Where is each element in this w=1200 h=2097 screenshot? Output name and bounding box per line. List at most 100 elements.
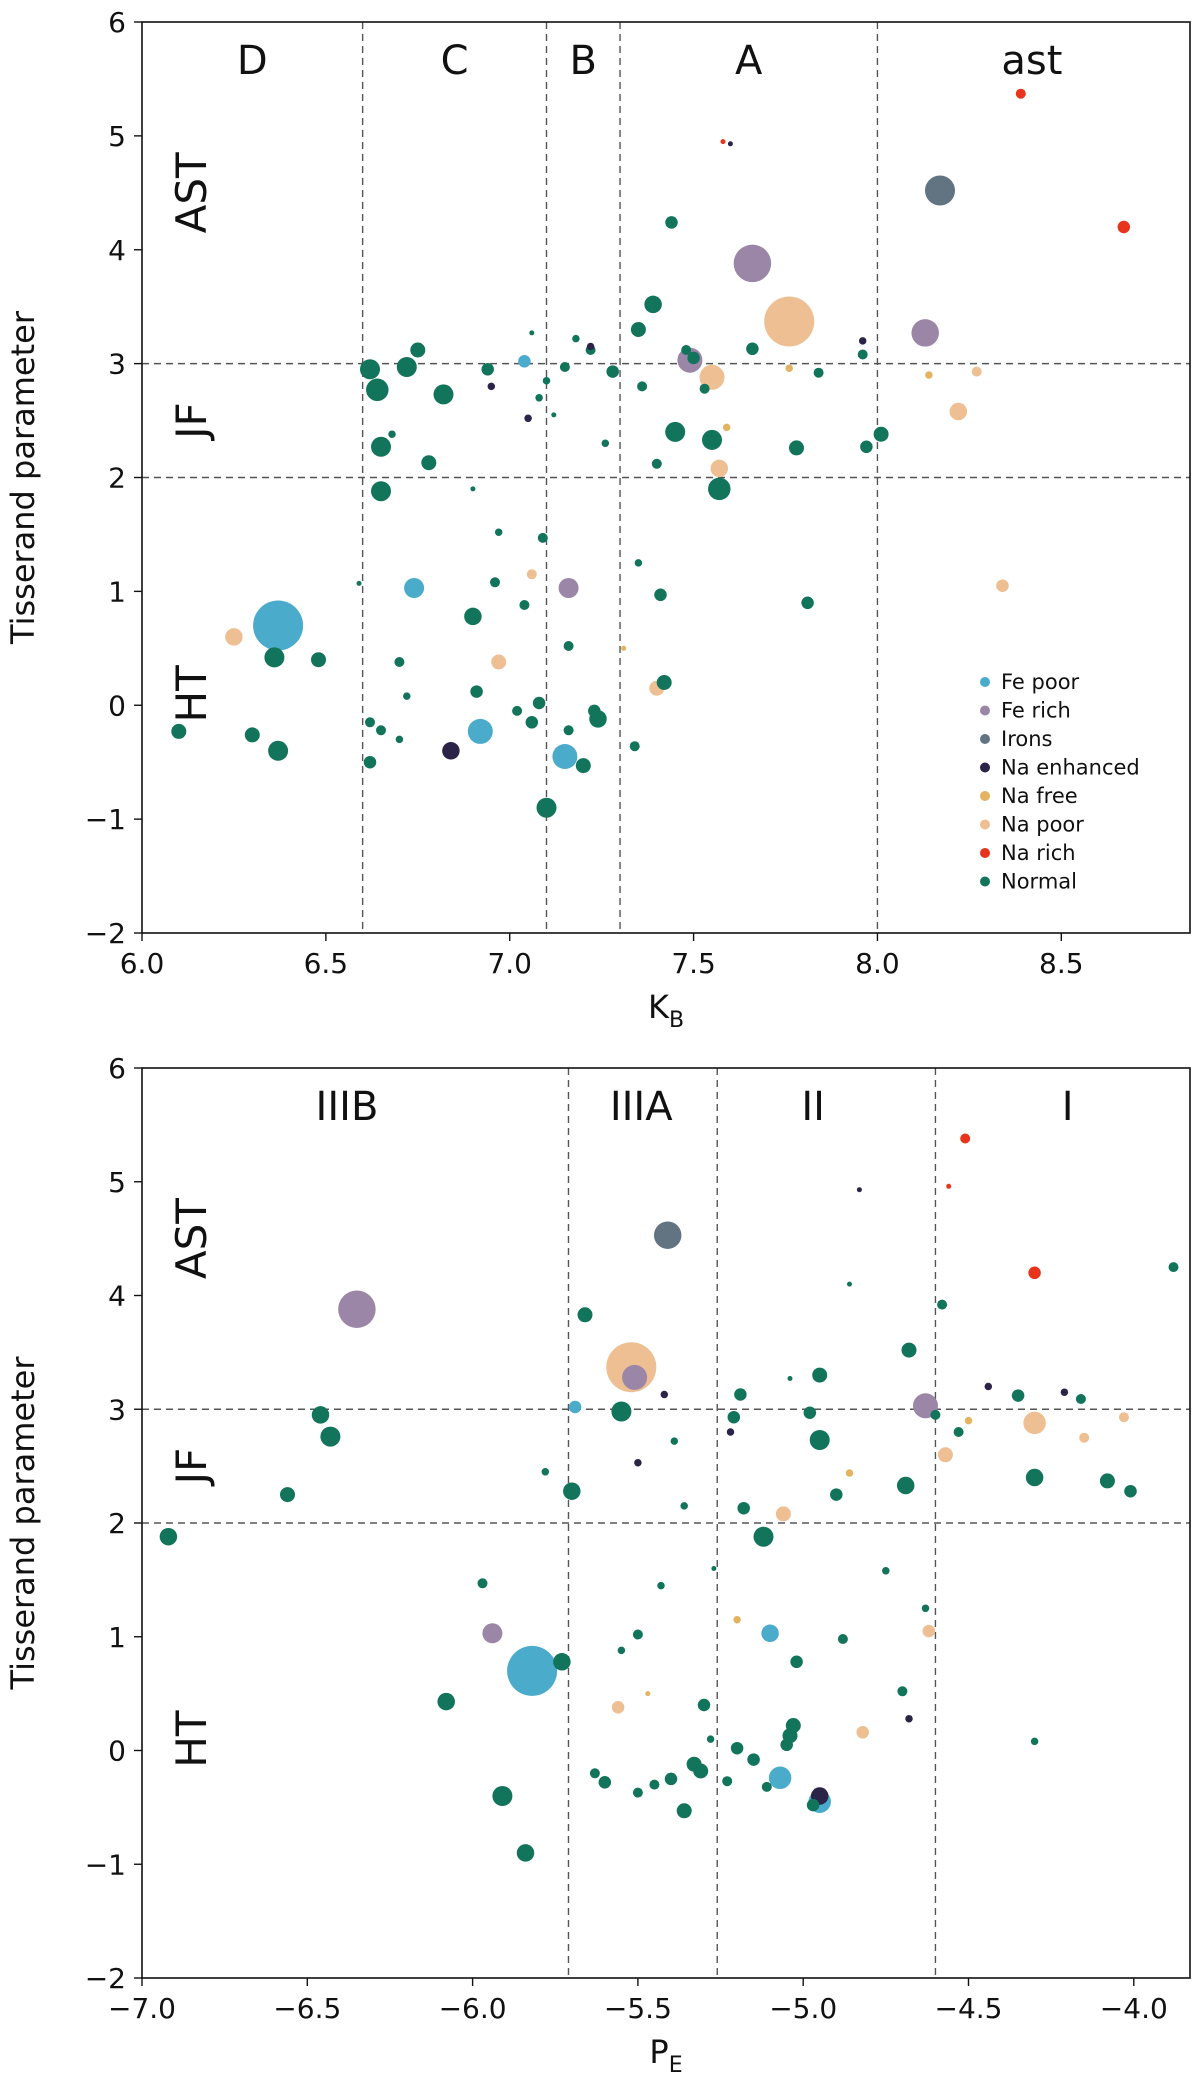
data-point-fe-poor	[768, 1766, 792, 1790]
legend-marker	[980, 677, 990, 687]
data-point-na-poor	[491, 654, 507, 670]
data-point-fe-poor	[552, 744, 578, 769]
y-tick-label: 2	[108, 1507, 126, 1540]
data-point-normal	[681, 345, 692, 355]
data-point-normal	[360, 359, 380, 380]
band-label: HT	[167, 665, 216, 723]
x-tick-label: 6.5	[304, 947, 349, 980]
y-tick-label: 0	[108, 689, 126, 722]
y-tick-label: 4	[108, 234, 126, 267]
data-point-normal	[665, 216, 678, 229]
data-point-na-free	[621, 645, 627, 651]
data-point-na-free	[733, 1615, 741, 1624]
data-point-normal	[847, 1281, 852, 1287]
data-point-normal	[366, 378, 389, 402]
data-point-normal	[376, 725, 386, 736]
data-point-normal	[470, 685, 483, 698]
y-tick-label: −2	[85, 917, 126, 950]
data-point-normal	[761, 1781, 772, 1792]
data-point-na-free	[722, 423, 731, 432]
data-point-irons	[925, 175, 955, 206]
y-tick-label: 3	[108, 348, 126, 381]
data-point-normal	[727, 1410, 741, 1424]
data-point-fe-poor	[568, 1400, 582, 1414]
legend-marker	[980, 819, 990, 830]
legend-marker	[980, 705, 990, 716]
data-point-fe-poor	[467, 718, 493, 744]
data-point-normal	[311, 1406, 330, 1424]
data-point-na-rich	[960, 1133, 971, 1144]
data-point-normal	[676, 1803, 692, 1819]
data-point-normal	[537, 532, 548, 543]
data-point-na-enhanced	[487, 382, 496, 391]
data-point-normal	[637, 381, 648, 392]
data-point-fe-rich	[622, 1364, 648, 1390]
region-label: IIIB	[316, 1084, 379, 1130]
data-point-na-enhanced	[727, 141, 733, 147]
band-label: HT	[167, 1710, 216, 1768]
data-point-normal	[481, 363, 494, 376]
x-tick-label: −4.5	[934, 1992, 1002, 2025]
data-point-normal	[264, 647, 285, 668]
data-point-normal	[371, 481, 391, 502]
data-point-normal	[601, 439, 610, 448]
data-point-fe-poor	[761, 1624, 779, 1643]
data-point-normal	[433, 384, 454, 405]
data-point-fe-poor	[404, 578, 425, 598]
y-tick-label: 6	[108, 1052, 126, 1085]
data-point-normal	[1011, 1389, 1025, 1402]
data-point-normal	[311, 652, 326, 668]
data-point-na-poor	[971, 366, 982, 377]
data-point-normal	[654, 588, 667, 602]
y-tick-label: −1	[85, 1848, 126, 1881]
data-point-normal	[780, 1738, 793, 1752]
data-point-na-poor	[922, 1624, 936, 1638]
data-point-normal	[656, 675, 672, 690]
data-point-na-enhanced	[984, 1382, 993, 1391]
data-point-normal	[519, 600, 530, 610]
legend-marker	[980, 791, 990, 801]
data-point-normal	[494, 528, 503, 536]
data-point-normal	[953, 1427, 964, 1437]
data-point-normal	[746, 342, 759, 356]
data-point-na-poor	[764, 296, 815, 347]
data-point-fe-poor	[518, 355, 531, 368]
x-tick-label: 7.0	[487, 947, 532, 980]
region-label: ast	[1001, 38, 1062, 84]
data-point-na-poor	[1023, 1411, 1046, 1435]
data-point-na-rich	[1117, 220, 1131, 234]
data-point-normal	[901, 1342, 917, 1358]
data-point-na-enhanced	[660, 1390, 669, 1399]
data-point-normal	[857, 349, 868, 360]
data-point-na-free	[645, 1691, 651, 1697]
legend-label: Normal	[1001, 870, 1077, 894]
data-point-normal	[244, 727, 260, 743]
data-point-normal	[365, 717, 375, 728]
data-point-normal	[706, 1735, 715, 1743]
data-point-normal	[801, 596, 814, 610]
data-point-normal	[516, 1844, 535, 1862]
region-label: I	[1062, 1084, 1074, 1130]
data-point-normal	[1030, 1737, 1039, 1746]
data-point-normal	[897, 1686, 908, 1697]
y-axis-label: Tisserand parameter	[4, 1356, 42, 1691]
data-point-normal	[1168, 1262, 1179, 1273]
data-point-normal	[356, 580, 362, 586]
data-point-normal	[665, 421, 686, 442]
data-point-normal	[589, 1768, 600, 1779]
data-point-normal	[937, 1299, 948, 1310]
data-point-na-enhanced	[442, 742, 460, 760]
legend-marker	[980, 762, 990, 773]
data-point-normal	[477, 1578, 488, 1589]
data-point-normal	[644, 295, 662, 314]
data-point-normal	[629, 741, 640, 752]
data-point-normal	[830, 1488, 843, 1501]
data-point-normal	[541, 1468, 550, 1476]
data-point-normal	[737, 1501, 750, 1515]
data-point-fe-rich	[911, 319, 939, 347]
data-point-na-poor	[996, 579, 1009, 592]
data-point-normal	[159, 1527, 178, 1546]
y-axis-label: Tisserand parameter	[4, 310, 42, 645]
data-point-normal	[787, 1376, 793, 1381]
region-label: II	[801, 1084, 825, 1130]
